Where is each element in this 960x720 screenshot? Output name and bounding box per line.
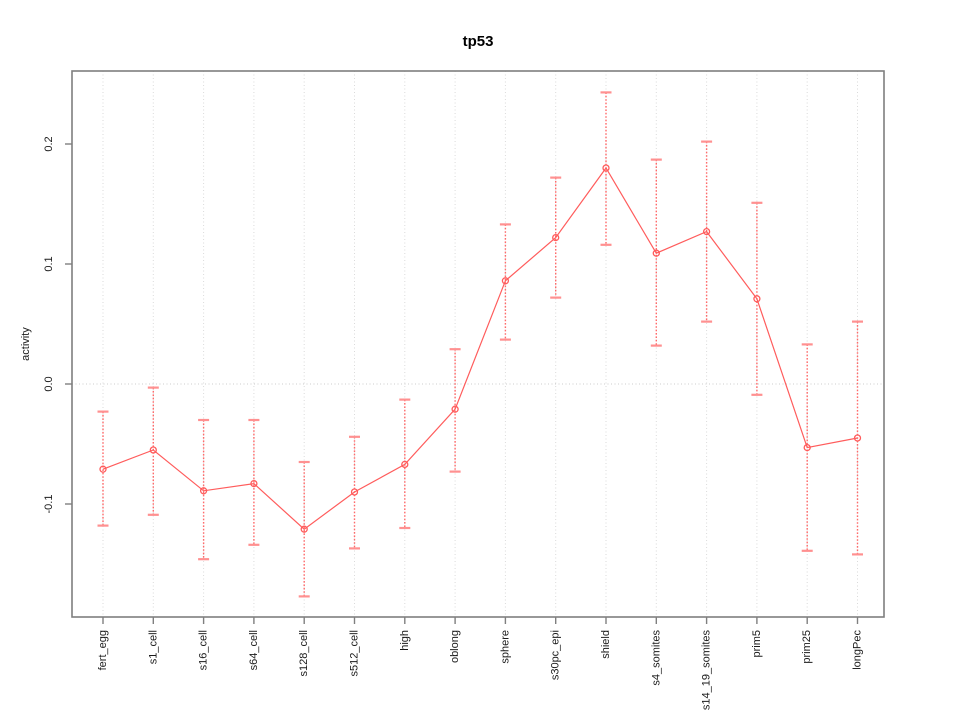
data-point — [99, 465, 107, 473]
data-point — [300, 525, 308, 533]
data-point — [753, 295, 761, 303]
x-tick-label: prim25 — [801, 630, 813, 664]
x-tick-label: s64_cell — [248, 630, 260, 670]
y-tick-label: 0.2 — [43, 136, 55, 151]
data-point — [350, 488, 359, 496]
plot-border — [71, 70, 885, 618]
x-tick-label: prim5 — [751, 630, 763, 658]
x-tick-label: fert_egg — [97, 630, 109, 670]
x-tick-label: high — [399, 630, 411, 651]
data-point — [803, 443, 811, 452]
chart-title: tp53 — [462, 33, 494, 50]
x-tick-label: s4_somites — [650, 630, 662, 686]
y-tick-label: -0.1 — [43, 495, 55, 514]
data-point — [250, 479, 258, 488]
x-tick-label: s16_cell — [198, 630, 210, 670]
data-point — [702, 227, 711, 236]
data-point — [602, 164, 610, 172]
x-tick-label: sphere — [499, 630, 511, 664]
data-point — [853, 434, 862, 442]
x-tick-label: s30pc_epi — [550, 630, 562, 680]
x-tick-label: longPec — [852, 630, 864, 670]
data-point — [199, 487, 208, 495]
x-tick-label: shield — [600, 630, 612, 659]
data-point — [552, 233, 560, 242]
data-point — [652, 249, 660, 257]
data-point — [149, 446, 157, 454]
data-point — [451, 405, 459, 413]
data-point — [501, 277, 510, 285]
x-tick-label: oblong — [449, 630, 461, 663]
y-tick-label: 0.1 — [43, 256, 55, 271]
y-tick-label: 0.0 — [43, 376, 55, 391]
data-point — [401, 460, 409, 469]
x-tick-label: s14_19_somites — [701, 630, 713, 711]
x-tick-label: s128_cell — [298, 630, 310, 676]
series-line — [102, 166, 858, 530]
y-axis-title: activity — [20, 327, 32, 361]
x-tick-label: s512_cell — [349, 630, 361, 676]
x-tick-label: s1_cell — [147, 630, 159, 664]
